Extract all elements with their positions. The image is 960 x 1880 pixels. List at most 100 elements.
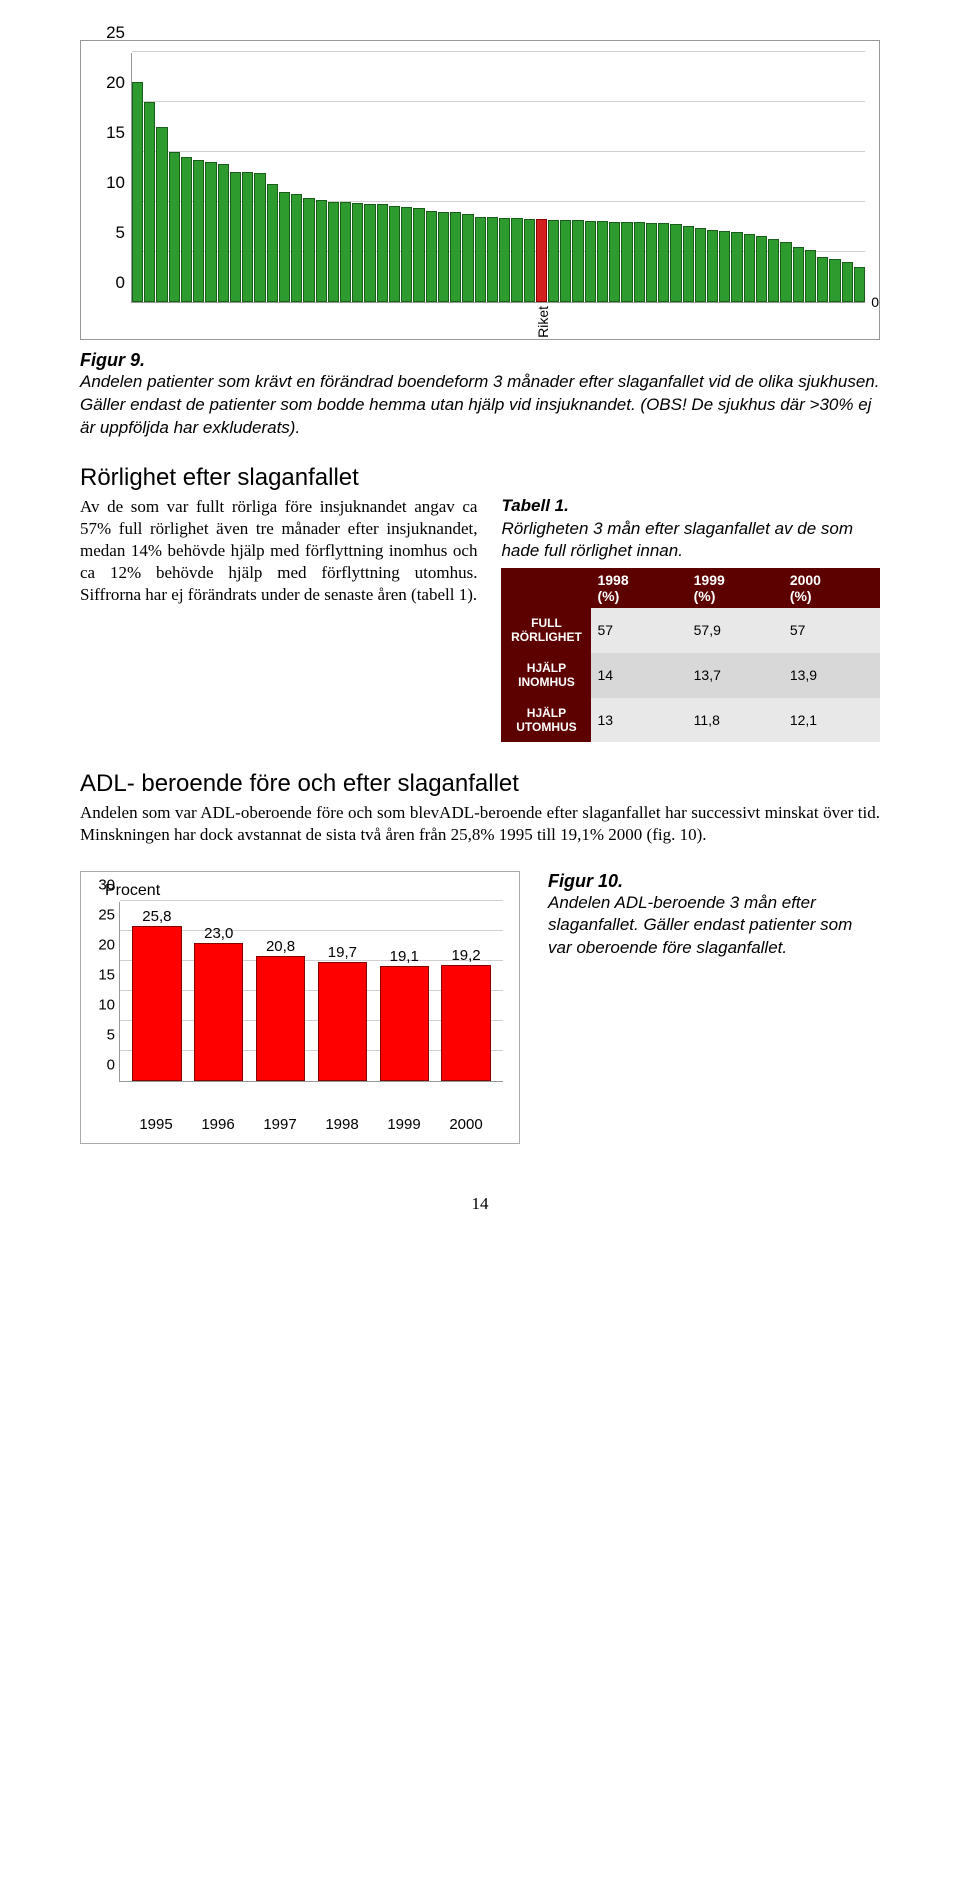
figure9-bar	[707, 230, 718, 302]
figure10-row: Procent 051015202530 25,823,020,819,719,…	[80, 871, 880, 1144]
figure9-bar	[352, 203, 363, 302]
figure9-bar	[144, 102, 155, 302]
figure10-ytick: 10	[98, 996, 115, 1013]
figure9-title: Figur 9.	[80, 350, 145, 370]
figure9-bar	[438, 212, 449, 302]
figure10-caption: Figur 10. Andelen ADL-beroende 3 mån eft…	[548, 871, 880, 961]
figure9-bar	[205, 162, 216, 302]
figure9-bar	[854, 267, 865, 302]
figure9-bar	[829, 259, 840, 302]
table1-cell: 13,7	[688, 653, 784, 698]
figure9-bar	[401, 207, 412, 302]
figure9-bar	[303, 198, 314, 302]
table1-cell: 11,8	[688, 698, 784, 743]
figure9-bar	[793, 247, 804, 302]
figure10-ytick: 15	[98, 966, 115, 983]
figure10-xtick: 1999	[373, 1116, 435, 1133]
rorlighet-body: Av de som var fullt rörliga före insjukn…	[80, 496, 477, 606]
table-row: HJÄLPINOMHUS1413,713,9	[501, 653, 880, 698]
figure9-bar	[364, 204, 375, 302]
figure9-bar	[719, 231, 730, 302]
figure9-bar	[609, 222, 620, 302]
figure9-bar	[744, 234, 755, 302]
figure9-bar	[524, 219, 535, 302]
figure10-bar	[132, 926, 181, 1081]
figure9-bar	[132, 82, 143, 302]
figure10-bar-label: 19,1	[390, 948, 419, 965]
figure9-bar	[621, 222, 632, 302]
table1: 1998(%)1999(%)2000(%)FULLRÖRLIGHET5757,9…	[501, 568, 880, 742]
figure9-bar	[218, 164, 229, 302]
figure10-bar-wrap: 25,8	[126, 902, 188, 1081]
table1-sub: Rörligheten 3 mån efter slaganfallet av …	[501, 518, 880, 562]
figure9-bar	[842, 262, 853, 302]
figure10-bar-label: 19,2	[451, 947, 480, 964]
figure10-bar-wrap: 19,2	[435, 902, 497, 1081]
figure10-plot: 25,8 23,0 20,8 19,7 19,1 19,2	[119, 902, 503, 1082]
figure10-xtick: 1997	[249, 1116, 311, 1133]
figure9-riket-label: Riket	[535, 306, 551, 338]
figure10-bar-wrap: 20,8	[250, 902, 312, 1081]
table1-cell: 57,9	[688, 608, 784, 653]
figure9-bar	[487, 217, 498, 302]
figure10-y-title: Procent	[105, 882, 503, 900]
figure9-bar	[683, 226, 694, 302]
figure10-bar-label: 23,0	[204, 925, 233, 942]
figure9-bar	[377, 204, 388, 302]
figure9-bar	[585, 221, 596, 302]
figure9-bar	[193, 160, 204, 302]
figure10-chart: Procent 051015202530 25,823,020,819,719,…	[89, 882, 503, 1133]
figure9-bar	[805, 250, 816, 302]
figure9-bar	[646, 223, 657, 302]
figure10-bar	[256, 956, 305, 1081]
figure10-x-axis: 199519961997199819992000	[119, 1112, 503, 1133]
figure10-bar-wrap: 19,1	[373, 902, 435, 1081]
figure9-bar	[658, 223, 669, 302]
rorlighet-heading: Rörlighet efter slaganfallet	[80, 464, 880, 492]
figure9-ytick: 15	[106, 123, 125, 143]
figure9-bar	[291, 194, 302, 302]
table1-cell: 57	[784, 608, 880, 653]
figure9-bar	[169, 152, 180, 302]
rorlighet-columns: Av de som var fullt rörliga före insjukn…	[80, 496, 880, 743]
figure9-bar	[817, 257, 828, 302]
figure10-xtick: 1995	[125, 1116, 187, 1133]
figure10-bar	[441, 965, 490, 1080]
figure9-bar	[511, 218, 522, 302]
table1-cell: 13	[591, 698, 687, 743]
table-row: FULLRÖRLIGHET5757,957	[501, 608, 880, 653]
figure10-xtick: 1996	[187, 1116, 249, 1133]
figure9-bar	[450, 212, 461, 302]
figure9-bar	[389, 206, 400, 302]
adl-section: ADL- beroende före och efter slaganfalle…	[80, 770, 880, 846]
figure9-bar	[254, 173, 265, 302]
table1-cell: 13,9	[784, 653, 880, 698]
figure9-bar	[597, 221, 608, 302]
figure9-ytick: 10	[106, 173, 125, 193]
figure9-bar	[279, 192, 290, 302]
figure9-bar	[316, 200, 327, 302]
table-row: HJÄLPUTOMHUS1311,812,1	[501, 698, 880, 743]
figure9-bar	[768, 239, 779, 302]
figure9-bar	[499, 218, 510, 302]
table1-title: Tabell 1.	[501, 496, 880, 516]
figure9-ytick: 25	[106, 23, 125, 43]
adl-body: Andelen som var ADL-oberoende före och s…	[80, 802, 880, 846]
figure9-bar	[475, 217, 486, 302]
figure10-caption-text: Andelen ADL-beroende 3 mån efter slaganf…	[548, 893, 852, 958]
table1-col-header: 1999(%)	[688, 568, 784, 608]
figure10-xtick: 2000	[435, 1116, 497, 1133]
figure9-ytick: 5	[116, 223, 125, 243]
figure10-ytick: 5	[107, 1026, 115, 1043]
figure10-title: Figur 10.	[548, 871, 623, 891]
figure10-xtick: 1998	[311, 1116, 373, 1133]
figure9-bar	[242, 172, 253, 302]
table1-cell: 57	[591, 608, 687, 653]
figure10-bar-label: 19,7	[328, 944, 357, 961]
figure9-bar	[756, 236, 767, 302]
figure9-bar	[413, 208, 424, 302]
figure9-bar	[780, 242, 791, 302]
figure9-bar	[267, 184, 278, 302]
figure10-bar	[380, 966, 429, 1081]
figure10-bar-label: 25,8	[142, 908, 171, 925]
